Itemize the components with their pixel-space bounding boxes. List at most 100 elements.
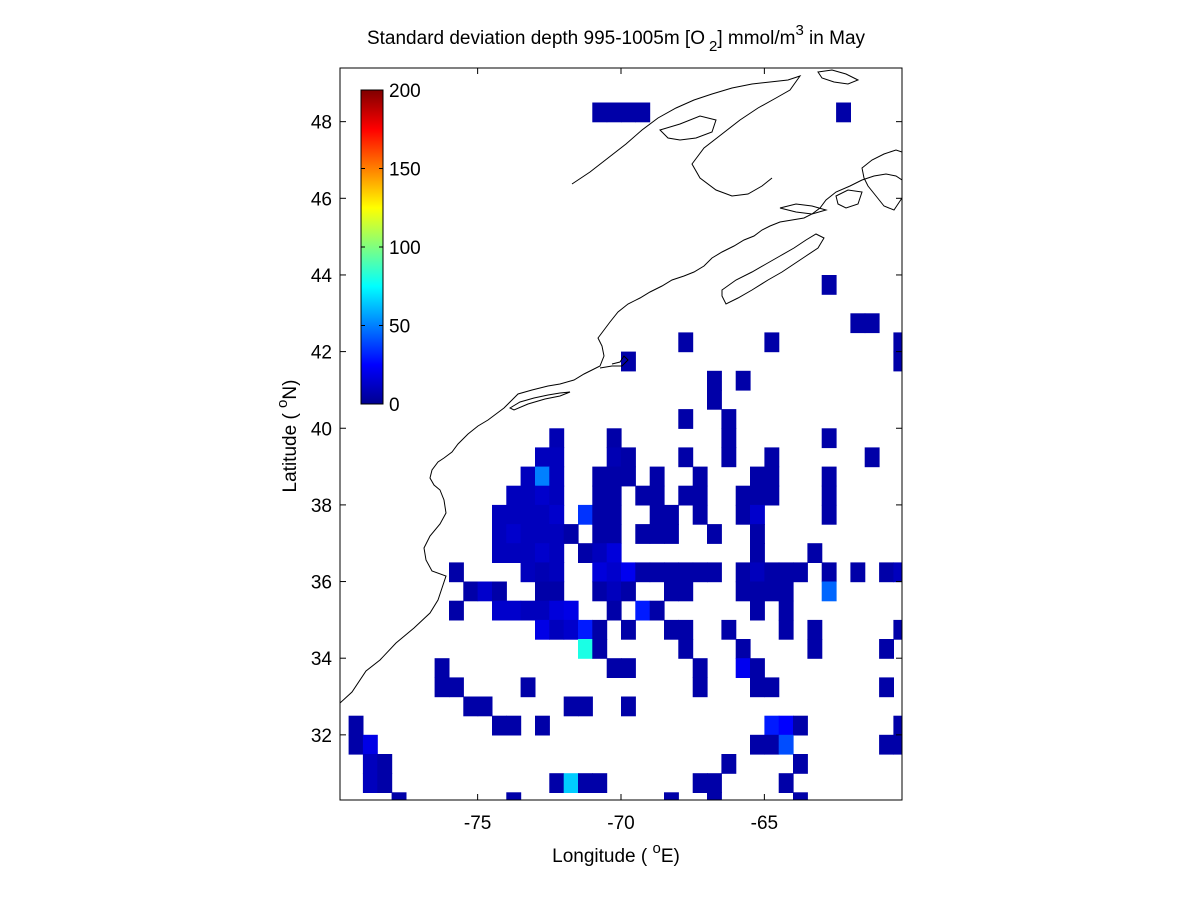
heatmap-cell [606, 562, 622, 583]
heatmap-cell [535, 562, 550, 583]
x-axis-label-degree: o [653, 840, 661, 857]
heatmap-cell [735, 485, 751, 506]
heatmap-cell [793, 715, 808, 736]
heatmap-cell [578, 504, 593, 525]
heatmap-cell [592, 543, 608, 563]
heatmap-cell [362, 754, 378, 774]
heatmap-cell [707, 792, 722, 800]
heatmap-cell [664, 562, 679, 583]
heatmap-cell [578, 773, 593, 793]
heatmap-cell [750, 543, 765, 563]
heatmap-cell [735, 581, 751, 602]
heatmap-cell [520, 600, 536, 621]
heatmap-cell [821, 581, 837, 602]
heatmap-cell [879, 639, 894, 659]
heatmap-cell [721, 754, 737, 774]
heatmap-cell [750, 600, 765, 621]
coastline-cape-cod [599, 355, 629, 369]
heatmap-cell [449, 600, 464, 621]
heatmap-cell [893, 715, 902, 736]
colorbar-tick-label: 150 [389, 160, 421, 181]
heatmap-cell [606, 524, 622, 544]
heatmap-cell [879, 734, 894, 755]
heatmap-cell [578, 543, 593, 563]
heatmap-cell [750, 658, 765, 678]
heatmap-cell [520, 466, 536, 487]
heatmap-cell [707, 524, 722, 544]
heatmap-cell [463, 696, 479, 717]
heatmap-cell [764, 734, 780, 755]
heatmap-cell [377, 754, 393, 774]
heatmap-cell [578, 619, 593, 640]
heatmap-cell [664, 504, 679, 525]
heatmap-cell [735, 504, 751, 525]
heatmap-cell [678, 447, 694, 468]
coastline-gaspe [659, 115, 717, 141]
heatmap-cell [692, 562, 708, 583]
heatmap-cell [535, 466, 550, 487]
heatmap-cell [721, 619, 737, 640]
heatmap-cell [678, 581, 694, 602]
heatmap-cell [606, 581, 622, 602]
heatmap-cell [621, 581, 636, 602]
colorbar-ticks: 0 50 100 150 200 [361, 81, 421, 416]
x-axis-label-prefix: Longitude ( [552, 846, 652, 867]
heatmap-cell [606, 658, 622, 678]
coastline-long-island [508, 391, 571, 411]
chart-title-suffix: in May [804, 28, 866, 49]
heatmap-cell [377, 773, 393, 793]
heatmap-cell [520, 543, 536, 563]
heatmap-cell [635, 600, 651, 621]
heatmap-cell [649, 524, 665, 544]
coastline-us-east [340, 173, 902, 704]
heatmap-cell [506, 600, 522, 621]
heatmap-cell [764, 715, 780, 736]
y-axis: 32 34 36 38 40 42 44 46 48 [311, 113, 902, 747]
heatmap-cell [764, 485, 780, 506]
heatmap-cell [592, 773, 608, 793]
heatmap-cell [592, 524, 608, 544]
heatmap-cell [635, 485, 651, 506]
y-tick-label: 48 [311, 113, 332, 134]
heatmap-cell [492, 600, 507, 621]
heatmap-cell [549, 600, 565, 621]
heatmap-cell [506, 524, 522, 544]
heatmap-cell [692, 485, 708, 506]
x-tick-label: -70 [607, 813, 634, 834]
heatmap-cell [678, 485, 694, 506]
heatmap-cell [520, 504, 536, 525]
heatmap-cell [793, 754, 808, 774]
heatmap-cell [492, 715, 507, 736]
heatmap-cell [864, 447, 880, 468]
chart-title: Standard deviation depth 995-1005m [O 2] … [367, 22, 866, 55]
heatmap-cell [778, 581, 794, 602]
heatmap-cell [535, 543, 550, 563]
heatmap-cell [635, 102, 651, 123]
chart-title-middle: ] mmol/m [717, 28, 795, 49]
heatmap-cell [578, 696, 593, 717]
heatmap-cell [879, 677, 894, 698]
y-axis-label-suffix: N) [280, 380, 301, 400]
coastline-cape-breton [835, 189, 863, 209]
heatmap-cell [492, 581, 507, 602]
heatmap-cell [807, 639, 823, 659]
y-axis-label-prefix: Latitude ( [280, 408, 301, 493]
heatmap-cell [606, 485, 622, 506]
heatmap-cell [592, 639, 608, 659]
heatmap-cell [463, 581, 479, 602]
heatmap-cell [692, 773, 708, 793]
heatmap-cell [621, 658, 636, 678]
heatmap-cell [592, 562, 608, 583]
heatmap-cell [362, 734, 378, 755]
colorbar: 0 50 100 150 200 [360, 81, 421, 416]
heatmap-cell [449, 562, 464, 583]
heatmap-cell [549, 562, 565, 583]
heatmap-cell [735, 370, 751, 391]
heatmap-cell [592, 504, 608, 525]
heatmap-cell [535, 447, 550, 468]
heatmap-cell [821, 275, 837, 295]
heatmap-cell [606, 466, 622, 487]
heatmap-cell [621, 102, 636, 123]
coastline-nova-scotia [721, 233, 825, 305]
